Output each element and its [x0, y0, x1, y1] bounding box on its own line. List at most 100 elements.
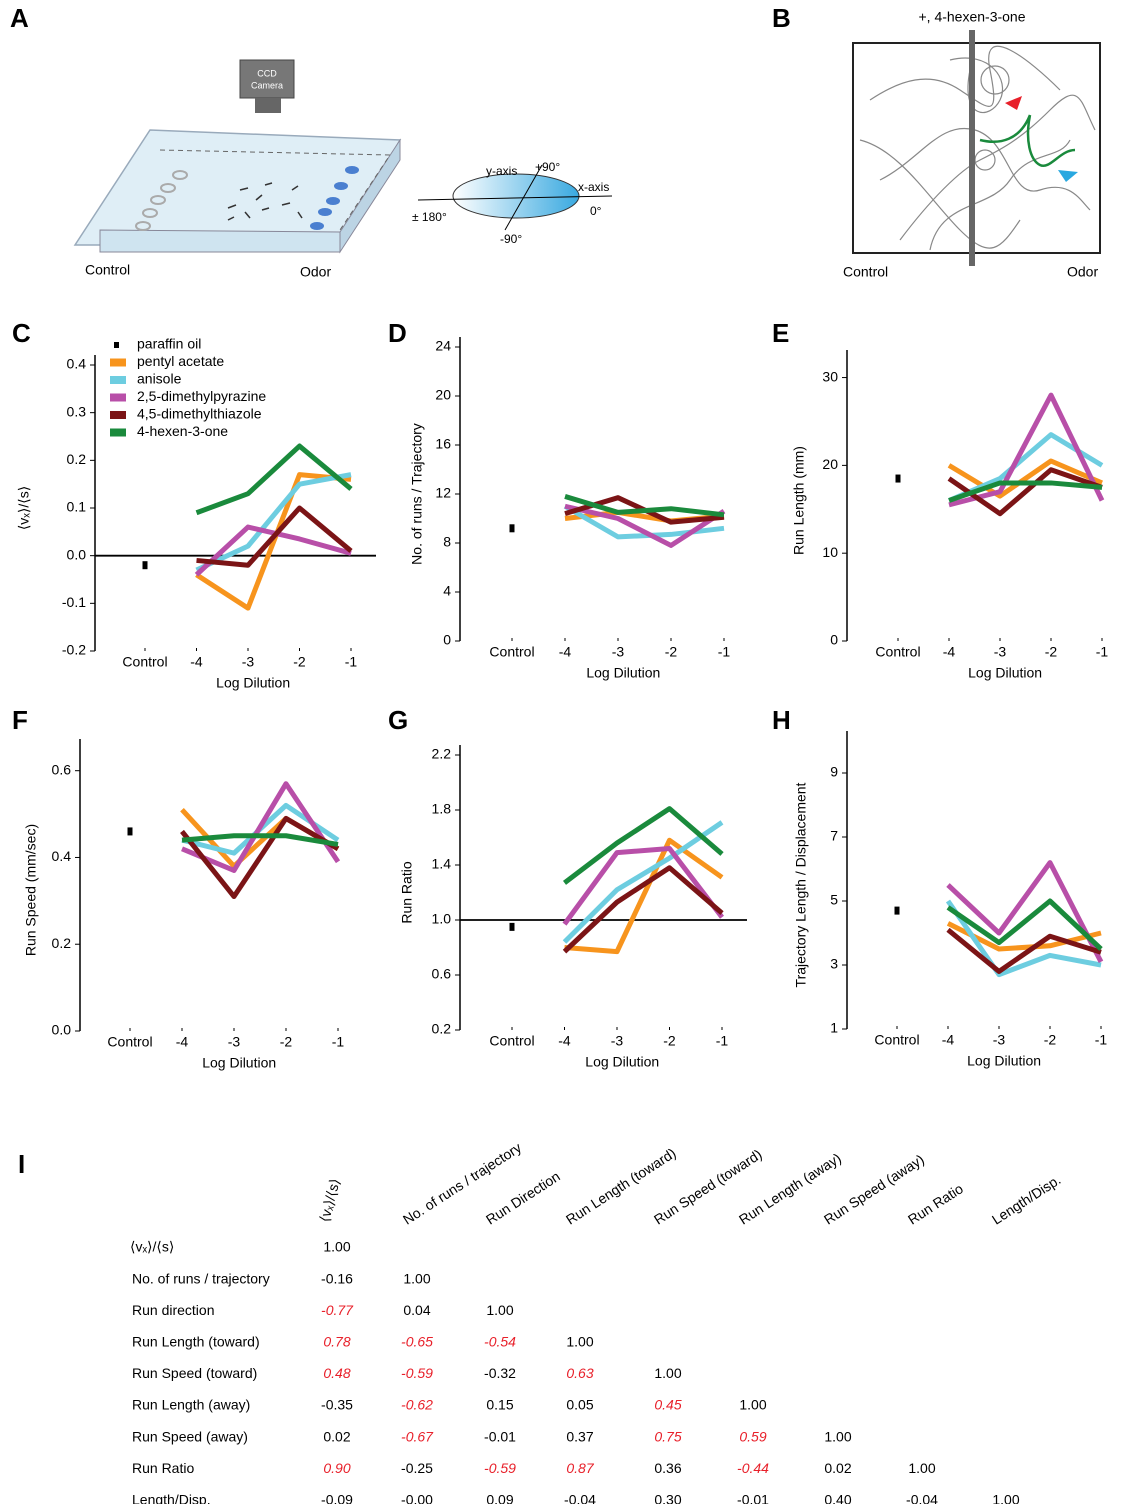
legend-swatch: [110, 376, 126, 384]
series-line: [181, 781, 341, 873]
table-cell: 1.00: [323, 1239, 350, 1255]
table-cell: 0.90: [323, 1460, 350, 1476]
legend-label: pentyl acetate: [137, 353, 224, 369]
x-tick-label: Control: [875, 644, 920, 660]
legend-label: anisole: [137, 371, 182, 387]
axis-label: 0°: [590, 204, 602, 218]
x-tick-label: -3: [242, 654, 255, 670]
panel-label: A: [10, 3, 29, 33]
panel-title: +, 4-hexen-3-one: [918, 9, 1025, 25]
table-cell: 0.40: [824, 1492, 851, 1504]
table-cell: -0.67: [401, 1428, 434, 1444]
x-tick-label: -4: [176, 1034, 189, 1050]
table-cell: 1.00: [824, 1428, 851, 1444]
axis-label: +90°: [535, 160, 560, 174]
x-tick-label: -3: [612, 644, 625, 660]
series-line: [946, 927, 1102, 974]
column-header: Length/Disp.: [989, 1171, 1064, 1227]
y-tick-label: 10: [822, 544, 838, 560]
series-line: [564, 837, 724, 955]
y-tick-label: 1.8: [432, 801, 452, 817]
series-line: [181, 833, 339, 847]
panel-label: C: [12, 318, 31, 348]
y-tick-label: 12: [435, 485, 451, 501]
x-tick-label: -1: [332, 1034, 345, 1050]
odor-label: Odor: [1067, 264, 1098, 280]
table-cell: 0.36: [654, 1460, 681, 1476]
table-cell: -0.77: [321, 1302, 354, 1318]
y-tick-label: 0.2: [432, 1021, 452, 1037]
series-line: [946, 860, 1104, 963]
y-tick-label: 0.2: [67, 451, 87, 467]
x-tick-label: -2: [1045, 644, 1058, 660]
series-line: [180, 815, 340, 900]
row-label: ⟨vₓ⟩/⟨s⟩: [130, 1239, 174, 1255]
row-label: Run Length (away): [132, 1397, 250, 1413]
table-cell: 1.00: [403, 1270, 430, 1286]
table-cell: 0.48: [323, 1365, 350, 1381]
y-tick-label: 1.4: [432, 856, 452, 872]
y-tick-label: 8: [443, 534, 451, 550]
table-cell: -0.25: [401, 1460, 433, 1476]
table-cell: -0.01: [484, 1428, 516, 1444]
legend-swatch: [110, 393, 126, 402]
y-tick-label: 0.4: [67, 356, 87, 372]
x-tick-label: Control: [107, 1034, 152, 1050]
column-header: Run Direction: [483, 1168, 563, 1228]
x-tick-label: -2: [1044, 1032, 1057, 1048]
x-tick-label: Control: [489, 644, 534, 660]
data-point: [142, 561, 148, 570]
row-label: Run Length (toward): [132, 1334, 260, 1350]
table-cell: -0.04: [564, 1492, 596, 1504]
y-tick-label: 0.0: [67, 546, 87, 562]
control-label: Control: [85, 262, 130, 278]
data-point: [509, 922, 515, 931]
row-label: Run Speed (away): [132, 1428, 248, 1444]
axis-label: ± 180°: [412, 210, 447, 224]
series-line: [947, 458, 1103, 499]
control-label: Control: [843, 264, 888, 280]
data-point: [894, 906, 900, 915]
camera-label: CCD: [257, 68, 277, 78]
row-label: Run Speed (toward): [132, 1365, 257, 1381]
series-line: [195, 443, 353, 516]
legend-label: paraffin oil: [137, 336, 201, 352]
series-line: [562, 846, 724, 926]
x-axis-label: Log Dilution: [968, 665, 1042, 681]
y-tick-label: 0: [443, 632, 451, 648]
axis-label: y-axis: [486, 164, 517, 178]
x-tick-label: -2: [293, 654, 306, 670]
x-tick-label: -4: [558, 1033, 571, 1049]
row-label: Run direction: [132, 1302, 215, 1318]
y-tick-label: 0.2: [52, 935, 72, 951]
x-tick-label: -1: [1095, 1032, 1108, 1048]
x-tick-label: -3: [994, 644, 1007, 660]
table-cell: 0.05: [566, 1397, 593, 1413]
panel-label: H: [772, 705, 791, 735]
y-tick-label: 20: [822, 456, 838, 472]
row-label: No. of runs / trajectory: [132, 1270, 270, 1286]
series-line: [196, 505, 353, 568]
column-header: Run Ratio: [905, 1180, 966, 1227]
data-point: [127, 827, 133, 836]
x-tick-label: -2: [280, 1034, 293, 1050]
y-tick-label: 0.6: [432, 966, 452, 982]
y-axis-label: No. of runs / Trajectory: [409, 423, 425, 565]
y-tick-label: -0.2: [62, 642, 86, 658]
axis-label: x-axis: [578, 180, 609, 194]
camera-label: Camera: [251, 80, 283, 90]
table-cell: -0.35: [321, 1397, 353, 1413]
x-axis-label: Log Dilution: [202, 1055, 276, 1071]
trajectory-drawing: [852, 30, 1101, 266]
table-cell: -0.04: [906, 1492, 938, 1504]
table-cell: -0.59: [484, 1460, 516, 1476]
y-tick-label: -0.1: [62, 594, 86, 610]
y-tick-label: 0: [830, 632, 838, 648]
data-point: [895, 474, 901, 483]
series-line: [947, 467, 1103, 517]
table-cell: 0.87: [566, 1460, 594, 1476]
panel-label: E: [772, 318, 789, 348]
series-line: [945, 899, 1102, 978]
odor-label: Odor: [300, 264, 331, 280]
